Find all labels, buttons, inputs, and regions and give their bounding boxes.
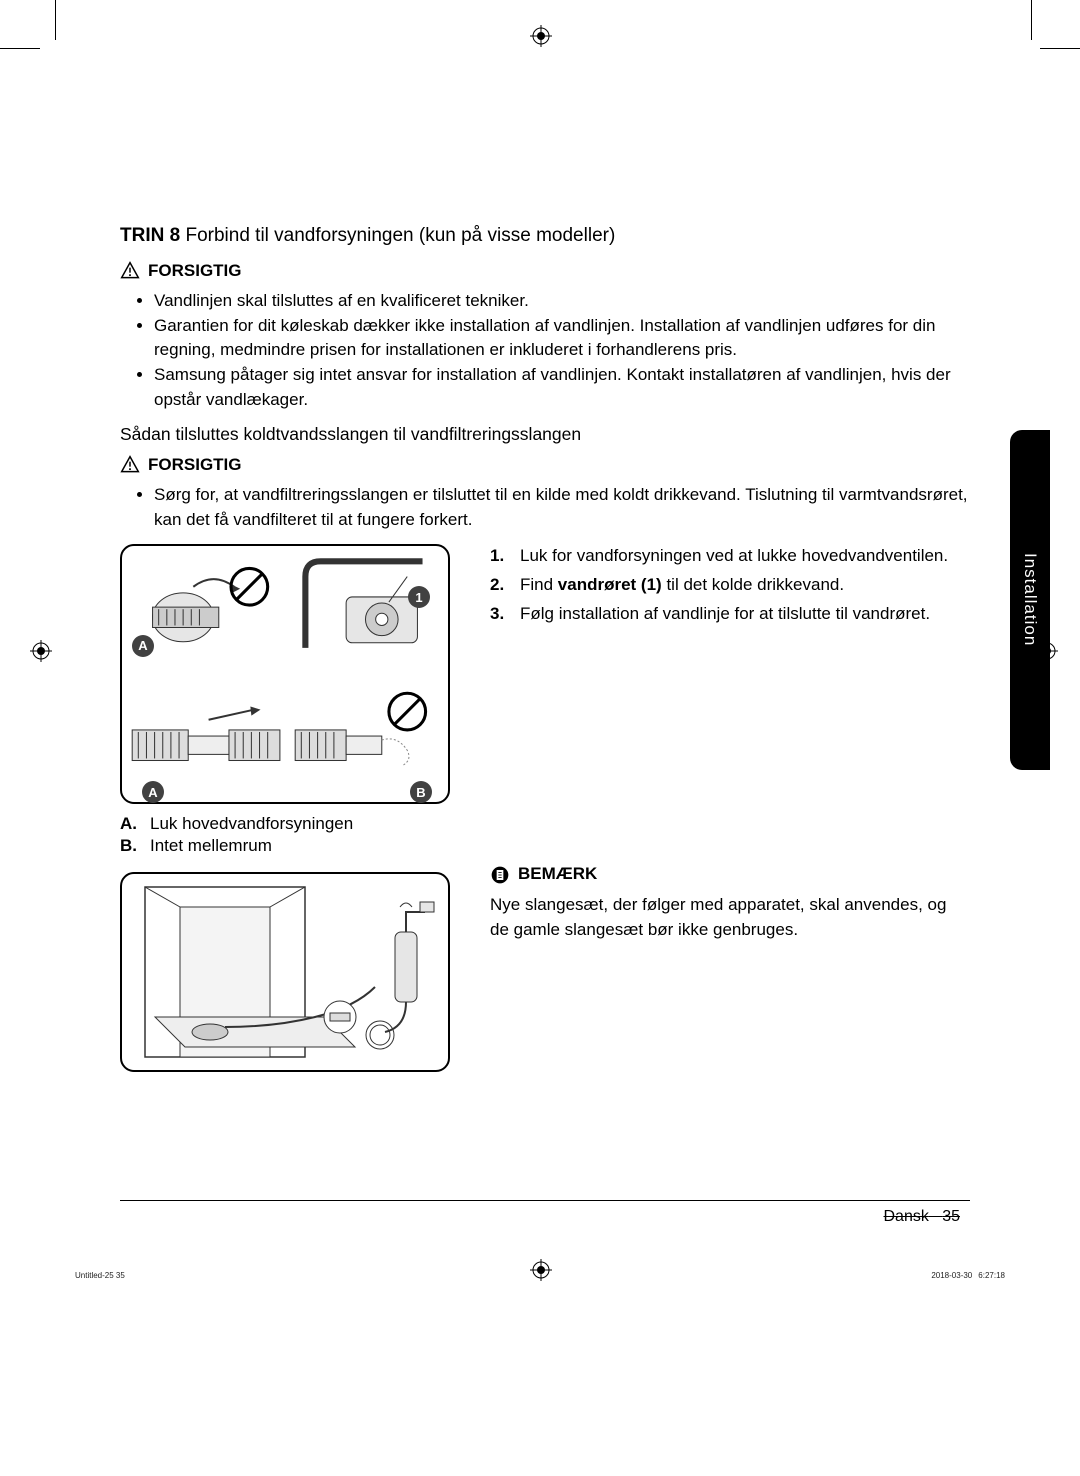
legend-key: A. bbox=[120, 814, 142, 834]
crop-mark bbox=[1031, 0, 1032, 40]
step-text: Find vandrøret (1) til det kolde drikkev… bbox=[520, 573, 844, 598]
note-label: BEMÆRK bbox=[518, 862, 597, 887]
print-meta-file: Untitled-25 35 bbox=[75, 1271, 125, 1280]
figure-1: A 1 bbox=[120, 544, 450, 804]
step-number: TRIN 8 bbox=[120, 225, 180, 246]
section-tab: Installation bbox=[1010, 430, 1050, 770]
crop-mark bbox=[55, 0, 56, 40]
figure-2 bbox=[120, 872, 450, 1072]
page-content: TRIN 8 Forbind til vandforsyningen (kun … bbox=[120, 225, 970, 1336]
section-tab-label: Installation bbox=[1020, 553, 1040, 646]
figure-1-panel-a bbox=[122, 546, 285, 678]
figure-2-illustration bbox=[125, 877, 445, 1067]
step-number: 2. bbox=[490, 573, 510, 598]
step-text: Luk for vandforsyningen ved at lukke hov… bbox=[520, 544, 948, 569]
caution-bullet: Vandlinjen skal tilsluttes af en kvalifi… bbox=[154, 289, 970, 314]
step-heading: TRIN 8 Forbind til vandforsyningen (kun … bbox=[120, 225, 970, 247]
numbered-steps: 1. Luk for vandforsyningen ved at lukke … bbox=[490, 544, 970, 626]
registration-mark-left bbox=[30, 640, 52, 662]
caution-bullet: Samsung påtager sig intet ansvar for ins… bbox=[154, 363, 970, 412]
caution-label: FORSIGTIG bbox=[148, 455, 242, 475]
warning-icon bbox=[120, 455, 140, 475]
legend-item: A. Luk hovedvandforsyningen bbox=[120, 814, 450, 834]
figure-1-panel-b bbox=[285, 546, 448, 678]
step-item: 2. Find vandrøret (1) til det kolde drik… bbox=[490, 573, 970, 598]
legend-value: Intet mellemrum bbox=[150, 836, 272, 856]
step-item: 1. Luk for vandforsyningen ved at lukke … bbox=[490, 544, 970, 569]
subheading: Sådan tilsluttes koldtvandsslangen til v… bbox=[120, 424, 970, 445]
step-title-text: Forbind til vandforsyningen (kun på viss… bbox=[180, 225, 615, 246]
registration-mark-top bbox=[530, 25, 552, 47]
legend-item: B. Intet mellemrum bbox=[120, 836, 450, 856]
crop-mark bbox=[1040, 48, 1080, 49]
footer-page-number: 35 bbox=[942, 1208, 960, 1225]
steps-column: 1. Luk for vandforsyningen ved at lukke … bbox=[490, 544, 970, 942]
caution-block-2-header: FORSIGTIG bbox=[120, 455, 970, 475]
figure-and-steps: A 1 bbox=[120, 544, 970, 1072]
caution-label: FORSIGTIG bbox=[148, 261, 242, 281]
figure-column: A 1 bbox=[120, 544, 450, 1072]
step-item: 3. Følg installation af vandlinje for at… bbox=[490, 602, 970, 627]
caution-bullet: Sørg for, at vandfiltreringsslangen er t… bbox=[154, 483, 970, 532]
caution-1-list: Vandlinjen skal tilsluttes af en kvalifi… bbox=[120, 289, 970, 412]
print-meta-timestamp: 2018-03-30 6:27:18 bbox=[931, 1271, 1005, 1280]
step-number: 3. bbox=[490, 602, 510, 627]
footer-language: Dansk bbox=[884, 1208, 929, 1225]
caution-bullet: Garantien for dit køleskab dækker ikke i… bbox=[154, 314, 970, 363]
callout-a-top: A bbox=[132, 635, 154, 657]
note-icon bbox=[490, 865, 510, 885]
legend-key: B. bbox=[120, 836, 142, 856]
footer-rule bbox=[120, 1200, 970, 1201]
legend-value: Luk hovedvandforsyningen bbox=[150, 814, 353, 834]
crop-mark bbox=[0, 48, 40, 49]
caution-2-list: Sørg for, at vandfiltreringsslangen er t… bbox=[120, 483, 970, 532]
step-number: 1. bbox=[490, 544, 510, 569]
warning-icon bbox=[120, 261, 140, 281]
footer-page-info: Dansk 35 bbox=[884, 1208, 961, 1226]
caution-block-1-header: FORSIGTIG bbox=[120, 261, 970, 281]
step-text: Følg installation af vandlinje for at ti… bbox=[520, 602, 930, 627]
figure-1-legend: A. Luk hovedvandforsyningen B. Intet melle… bbox=[120, 814, 450, 856]
note-text: Nye slangesæt, der følger med apparatet,… bbox=[490, 893, 970, 942]
note-header: BEMÆRK bbox=[490, 862, 970, 887]
